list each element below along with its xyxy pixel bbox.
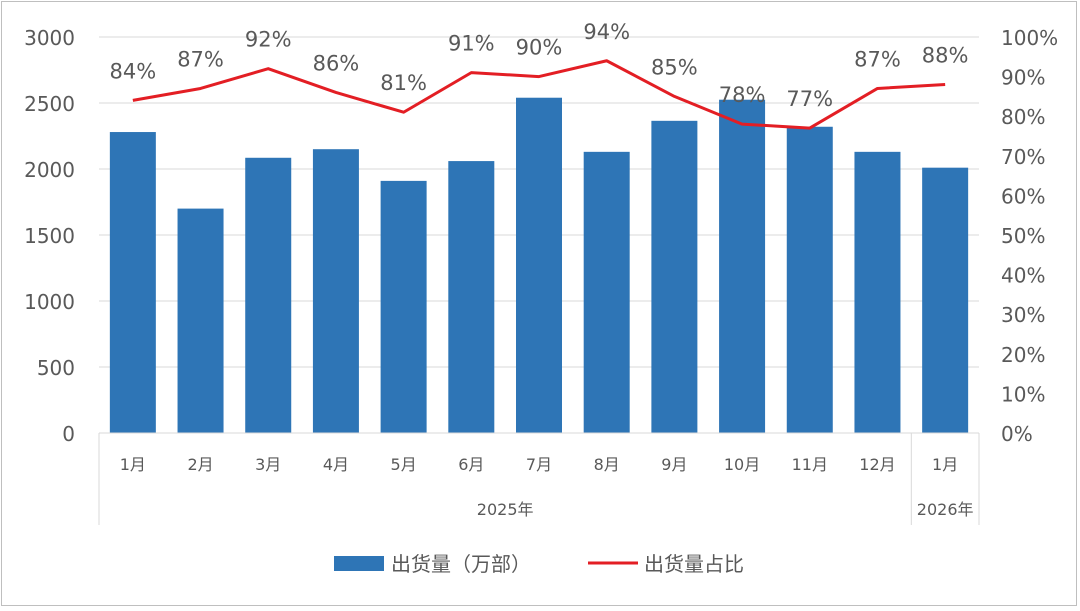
x-tick-label: 1月 (932, 455, 958, 474)
bar (177, 208, 224, 433)
right-tick-label: 40% (1001, 264, 1045, 288)
right-axis: 0% 10% 20% 30% 40% 50% 60% 70% 80% 90% 100% (1001, 26, 1058, 446)
right-tick-label: 30% (1001, 303, 1045, 327)
left-tick-label: 1500 (24, 224, 75, 248)
legend-line-label: 出货量占比 (644, 552, 744, 576)
x-axis: 1月 2月 3月 4月 5月 6月 7月 8月 9月 10月 11月 12月 1月 2025年 2026年 (98, 432, 980, 525)
bar (719, 99, 766, 433)
left-tick-label: 2000 (24, 158, 75, 182)
right-tick-label: 90% (1001, 66, 1045, 90)
bar (651, 120, 698, 433)
data-label: 81% (380, 71, 427, 95)
right-tick-label: 20% (1001, 343, 1045, 367)
left-tick-label: 500 (37, 356, 75, 380)
right-tick-label: 70% (1001, 145, 1045, 169)
bar (786, 126, 833, 433)
data-label: 84% (110, 59, 157, 83)
data-label: 91% (448, 32, 495, 56)
data-label: 85% (651, 55, 698, 79)
data-label: 87% (177, 47, 224, 71)
data-label: 78% (719, 83, 766, 107)
data-label: 92% (245, 28, 292, 52)
x-tick-label: 11月 (792, 455, 828, 474)
data-label: 94% (583, 20, 630, 44)
x-tick-label: 5月 (391, 455, 417, 474)
right-tick-label: 10% (1001, 382, 1045, 406)
x-tick-label: 7月 (526, 455, 552, 474)
line-series: 84% 87% 92% 86% 81% 91% 90% 94% 85% 78% 77% 87% 88% (110, 20, 969, 130)
line-path (132, 59, 946, 130)
left-tick-label: 0 (62, 422, 75, 446)
bar (448, 161, 495, 433)
bar (516, 97, 562, 433)
bar (245, 157, 292, 433)
data-label: 77% (786, 87, 833, 111)
x-tick-label: 2月 (187, 455, 213, 474)
legend-bar-label: 出货量（万部） (391, 552, 531, 576)
x-tick-label: 3月 (255, 455, 281, 474)
bar-series (109, 97, 969, 434)
left-tick-label: 1000 (24, 290, 75, 314)
x-tick-label: 8月 (594, 455, 620, 474)
right-tick-label: 60% (1001, 184, 1045, 208)
data-label: 90% (516, 36, 563, 60)
data-label: 88% (922, 44, 969, 68)
left-tick-label: 3000 (24, 26, 75, 50)
data-label: 87% (854, 47, 901, 71)
right-tick-label: 80% (1001, 105, 1045, 129)
legend-bar-swatch (334, 556, 384, 571)
bar (109, 132, 156, 434)
bar (854, 151, 901, 433)
data-label: 86% (313, 51, 360, 75)
left-axis: 0 500 1000 1500 2000 2500 3000 (24, 26, 75, 446)
bar (583, 151, 630, 433)
legend: 出货量（万部） 出货量占比 (334, 552, 744, 576)
x-group-label: 2026年 (917, 500, 974, 519)
x-tick-label: 9月 (661, 455, 687, 474)
x-tick-label: 1月 (120, 455, 146, 474)
x-tick-label: 10月 (724, 455, 760, 474)
x-tick-label: 4月 (323, 455, 349, 474)
right-tick-label: 50% (1001, 224, 1045, 248)
x-tick-label: 12月 (859, 455, 895, 474)
right-tick-label: 0% (1001, 422, 1033, 446)
bar (922, 167, 969, 433)
left-tick-label: 2500 (24, 92, 75, 116)
right-tick-label: 100% (1001, 26, 1058, 50)
bar (312, 149, 359, 433)
bar (380, 180, 427, 433)
x-group-label: 2025年 (477, 500, 534, 519)
x-tick-label: 6月 (458, 455, 484, 474)
